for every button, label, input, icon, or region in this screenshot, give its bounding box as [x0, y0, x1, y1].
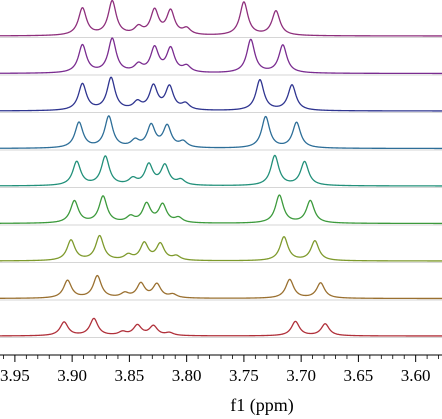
spectrum-trace-9 — [0, 317, 442, 337]
spectrum-trace-4 — [0, 115, 442, 150]
x-tick-label: 3.65 — [344, 366, 374, 385]
spectrum-trace-7 — [0, 234, 442, 262]
x-axis-title: f1 (ppm) — [230, 395, 293, 416]
spectra-traces — [0, 0, 442, 338]
x-tick-label: 3.80 — [172, 366, 202, 385]
x-tick-label: 3.60 — [401, 366, 431, 385]
x-tick-label: 3.90 — [57, 366, 87, 385]
spectrum-trace-1 — [0, 0, 442, 37]
x-axis: 3.95 3.90 3.85 3.80 3.75 3.70 3.65 3.60 f1 (ppm… — [0, 354, 442, 416]
spectrum-trace-3 — [0, 76, 442, 112]
x-tick-label: 3.75 — [229, 366, 259, 385]
x-tick-label: 3.85 — [115, 366, 145, 385]
spectrum-trace-5 — [0, 154, 442, 187]
x-tick-label: 3.70 — [286, 366, 316, 385]
spectrum-trace-6 — [0, 194, 442, 225]
x-axis-ticks: 3.95 3.90 3.85 3.80 3.75 3.70 3.65 3.60 — [0, 355, 439, 385]
spectrum-trace-8 — [0, 274, 442, 300]
spectrum-trace-2 — [0, 37, 442, 75]
x-tick-label: 3.95 — [0, 366, 30, 385]
